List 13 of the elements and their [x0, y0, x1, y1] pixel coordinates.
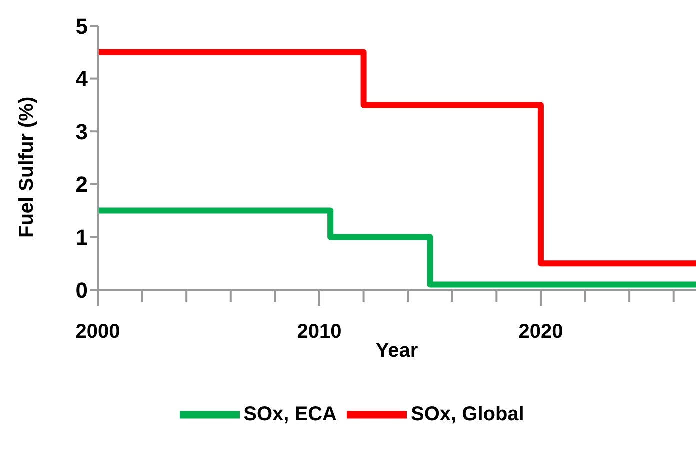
legend-label: SOx, Global — [411, 403, 524, 426]
y-tick-label: 4 — [76, 66, 89, 92]
x-tick-label: 2010 — [297, 321, 342, 343]
y-tick-label: 5 — [76, 14, 88, 39]
x-tick-label: 2000 — [76, 321, 120, 343]
x-tick-label: 2020 — [518, 321, 564, 343]
y-axis-title: Fuel Sulfur (%) — [16, 96, 38, 238]
y-tick-label: 0 — [76, 278, 88, 303]
y-tick-label: 2 — [76, 172, 88, 198]
y-tick-label: 1 — [76, 225, 88, 250]
y-tick-label: 3 — [76, 119, 88, 144]
x-axis-title: Year — [376, 340, 418, 362]
legend-label: SOx, ECA — [244, 403, 337, 426]
